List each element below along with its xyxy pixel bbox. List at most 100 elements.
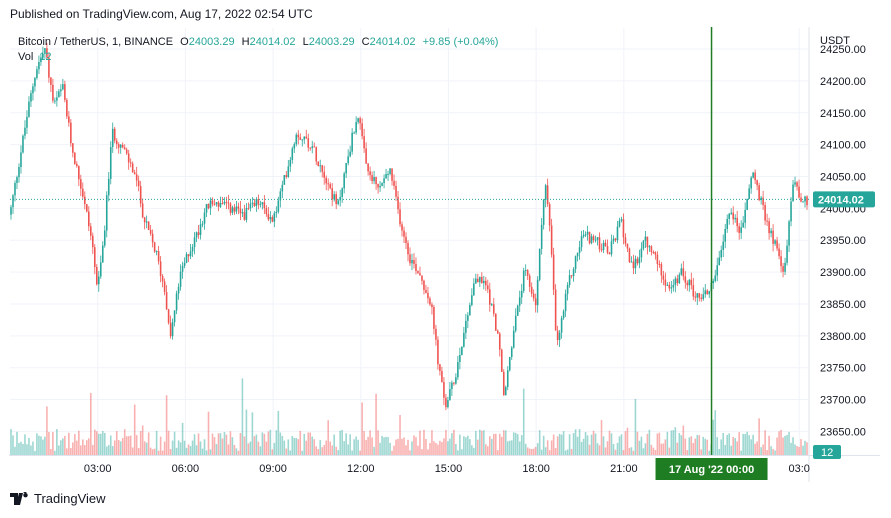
volume-bar <box>718 449 721 455</box>
candle-body <box>211 200 214 205</box>
candle-body <box>614 238 617 241</box>
volume-bar <box>201 448 204 455</box>
candle-body <box>50 77 52 85</box>
volume-bar <box>311 436 314 455</box>
last-volume-label: 12 <box>821 447 833 459</box>
volume-bar <box>93 429 96 455</box>
candle-body <box>205 203 208 213</box>
candle-body <box>405 236 407 244</box>
candle-body <box>18 166 20 178</box>
candle-body <box>279 191 282 201</box>
volume-bar <box>187 444 190 455</box>
candle-body <box>662 275 665 280</box>
candle-body <box>155 251 158 253</box>
candle-body <box>463 332 465 347</box>
volume-bar <box>766 450 768 455</box>
volume-bar <box>151 449 154 455</box>
volume-bar <box>32 441 34 455</box>
candle-body <box>481 276 483 284</box>
volume-bar <box>229 431 232 455</box>
volume-bar <box>506 441 509 455</box>
volume-bar <box>576 436 579 455</box>
volume-bar <box>171 440 174 455</box>
volume-bar <box>756 441 758 455</box>
candle-body <box>267 214 270 220</box>
volume-bar <box>572 433 575 455</box>
volume-bar <box>684 438 687 455</box>
candle-body <box>724 228 727 242</box>
candle-body <box>203 212 206 224</box>
volume-bar <box>86 440 88 455</box>
candle-body <box>435 328 437 340</box>
candle-body <box>373 177 375 182</box>
footer-brand[interactable]: TradingView <box>10 491 106 506</box>
candle-body <box>301 139 304 141</box>
volume-bar <box>193 434 196 455</box>
volume-bar <box>227 444 230 455</box>
volume-bar <box>16 431 18 455</box>
volume-bar <box>678 433 681 455</box>
volume-bar <box>24 434 26 455</box>
candle-body <box>269 217 272 220</box>
volume-bar <box>74 434 76 455</box>
volume-bar <box>542 435 545 455</box>
volume-bar <box>349 434 351 455</box>
candle-body <box>746 198 748 210</box>
volume-bar <box>736 441 738 455</box>
volume-bar <box>526 447 529 455</box>
volume-bar <box>449 438 451 455</box>
volume-bar <box>447 441 449 455</box>
candle-body <box>784 262 786 272</box>
candle-body <box>796 182 798 187</box>
candle-body <box>26 116 28 128</box>
candle-body <box>445 397 447 408</box>
candle-body <box>636 258 639 264</box>
candle-body <box>776 240 778 249</box>
candle-body <box>498 333 501 350</box>
candle-body <box>604 242 607 247</box>
candle-body <box>750 177 752 189</box>
volume-bar <box>149 447 152 455</box>
candle-body <box>554 289 557 331</box>
time-tick-label: 21:00 <box>610 463 638 475</box>
candle-body <box>552 254 555 290</box>
volume-bar <box>636 431 639 455</box>
volume-bar <box>524 443 527 455</box>
volume-bar <box>387 437 389 455</box>
candle-body <box>606 246 609 253</box>
volume-bar <box>580 441 583 455</box>
candle-body <box>369 171 371 176</box>
candle-body <box>658 263 661 265</box>
candle-body <box>766 220 768 222</box>
volume-bar <box>253 436 256 455</box>
volume-bar <box>646 433 649 455</box>
volume-bar <box>443 438 445 455</box>
candle-body <box>299 137 302 140</box>
candle-body <box>586 231 589 235</box>
time-tick-label: 15:00 <box>435 463 463 475</box>
volume-bar <box>251 412 254 455</box>
time-tick-label: 18:00 <box>522 463 550 475</box>
candle-body <box>656 254 659 264</box>
volume-bar <box>548 450 551 455</box>
volume-bar <box>451 433 453 455</box>
volume-bar <box>534 446 537 455</box>
candle-body <box>325 177 328 184</box>
volume-bar <box>329 441 331 455</box>
candle-body <box>471 295 473 306</box>
volume-bar <box>459 434 461 455</box>
candle-body <box>403 230 405 237</box>
low-label: L <box>302 36 309 48</box>
volume-bar <box>249 441 252 455</box>
candle-body <box>46 48 48 58</box>
candle-body <box>385 173 387 179</box>
candle-body <box>732 212 734 220</box>
volume-bar <box>760 447 762 455</box>
volume-bar <box>514 432 517 455</box>
candle-body <box>588 231 591 244</box>
volume-bar <box>20 441 22 455</box>
volume-bar <box>295 438 298 455</box>
candle-body <box>546 185 549 205</box>
volume-bar <box>518 441 521 455</box>
